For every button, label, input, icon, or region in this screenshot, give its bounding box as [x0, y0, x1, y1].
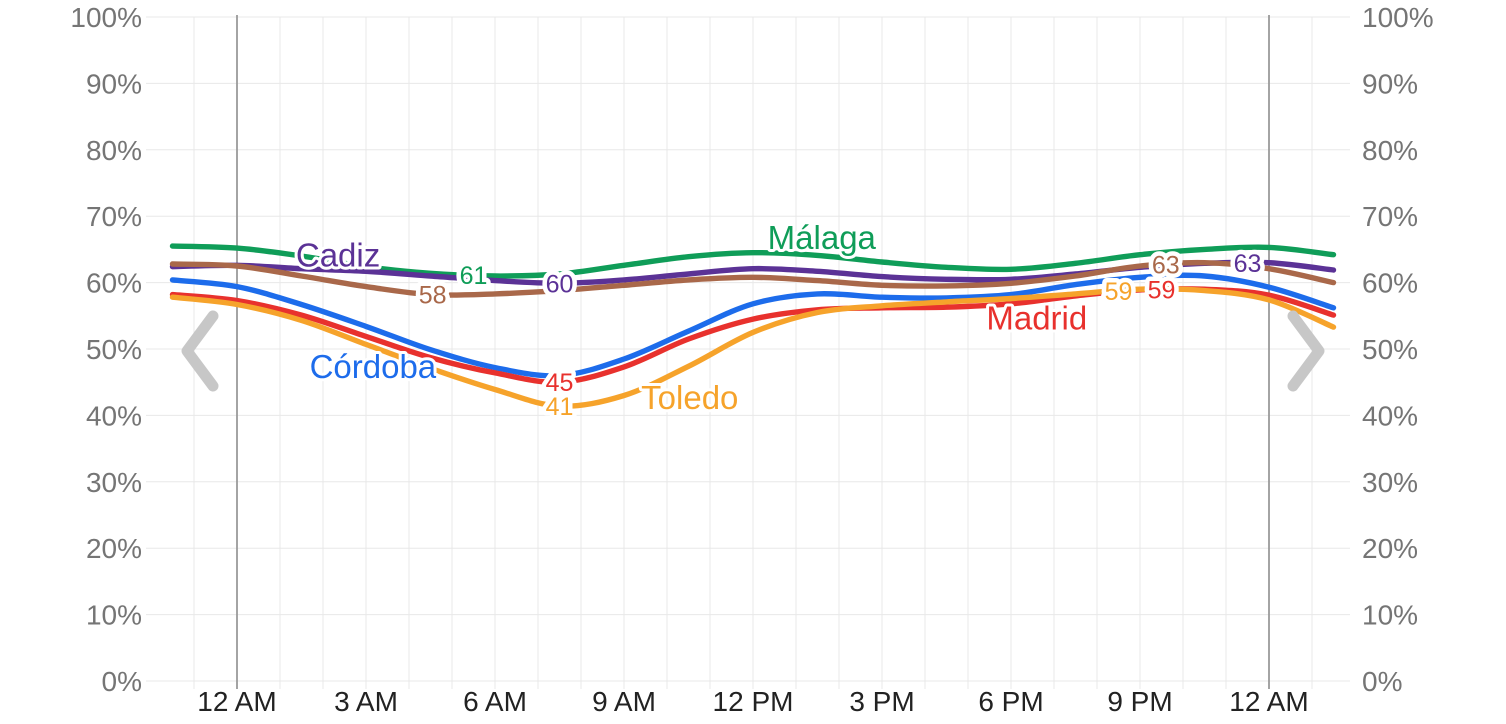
- x-axis-label-hour-12: 12 PM: [713, 686, 794, 717]
- y-axis-label-left-60: 60%: [86, 268, 142, 299]
- chevron-left-icon: [181, 310, 219, 392]
- y-axis-label-left-100: 100%: [70, 2, 142, 33]
- series-name-label-cadiz: Cadiz: [296, 236, 380, 273]
- value-label-toledo-59: 59: [1105, 278, 1133, 306]
- y-axis-label-left-40: 40%: [86, 400, 142, 431]
- series-line-unnamed-3: [169, 259, 1337, 298]
- x-axis-label-hour-15: 3 PM: [849, 686, 914, 717]
- value-label-unnamed-3-58: 58: [419, 282, 447, 310]
- series-name-label-toledo: Toledo: [641, 379, 738, 416]
- value-label-madrid-59: 59: [1148, 277, 1176, 305]
- series-line-cordoba: [169, 272, 1337, 379]
- next-period-button[interactable]: [1275, 307, 1331, 395]
- value-label-toledo-41: 41: [546, 393, 574, 421]
- y-axis-label-left-10: 10%: [86, 600, 142, 631]
- y-axis-label-right-20: 20%: [1362, 533, 1418, 564]
- x-axis-label-hour-18: 6 PM: [978, 686, 1043, 717]
- series-line-toledo: [169, 286, 1337, 409]
- y-axis-label-right-80: 80%: [1362, 135, 1418, 166]
- y-axis-label-right-30: 30%: [1362, 467, 1418, 498]
- series-name-label-cordoba: Córdoba: [310, 348, 437, 385]
- y-axis-label-right-70: 70%: [1362, 201, 1418, 232]
- value-label-cadiz-60: 60: [546, 270, 574, 298]
- value-label-unnamed-3-63: 63: [1152, 252, 1180, 280]
- y-axis-label-right-50: 50%: [1362, 334, 1418, 365]
- y-axis-label-right-100: 100%: [1362, 2, 1434, 33]
- x-axis-label-hour-21: 9 PM: [1107, 686, 1172, 717]
- y-axis-label-right-0: 0%: [1362, 666, 1402, 697]
- y-axis-label-right-40: 40%: [1362, 400, 1418, 431]
- x-axis-label-hour-3: 3 AM: [334, 686, 398, 717]
- x-axis-label-hour-6: 6 AM: [463, 686, 527, 717]
- y-axis-label-left-30: 30%: [86, 467, 142, 498]
- series-name-label-madrid: Madrid: [986, 299, 1087, 336]
- y-axis-label-left-50: 50%: [86, 334, 142, 365]
- series-line-malaga: [169, 243, 1337, 279]
- y-axis-label-right-10: 10%: [1362, 600, 1418, 631]
- y-axis-label-right-90: 90%: [1362, 68, 1418, 99]
- y-axis-label-left-80: 80%: [86, 135, 142, 166]
- chevron-right-icon: [1287, 310, 1325, 392]
- x-axis-label-hour-9: 9 AM: [592, 686, 656, 717]
- y-axis-label-left-90: 90%: [86, 68, 142, 99]
- y-axis-label-left-20: 20%: [86, 533, 142, 564]
- x-axis-label-hour-0: 12 AM: [197, 686, 276, 717]
- y-axis-label-right-60: 60%: [1362, 268, 1418, 299]
- value-label-malaga-61: 61: [460, 262, 488, 290]
- series-name-label-malaga: Málaga: [768, 219, 877, 256]
- x-axis-label-hour-24: 12 AM: [1229, 686, 1308, 717]
- value-label-cadiz-63: 63: [1234, 250, 1262, 278]
- y-axis-label-left-0: 0%: [102, 666, 142, 697]
- value-label-madrid-45: 45: [546, 369, 574, 397]
- prev-period-button[interactable]: [175, 307, 231, 395]
- y-axis-label-left-70: 70%: [86, 201, 142, 232]
